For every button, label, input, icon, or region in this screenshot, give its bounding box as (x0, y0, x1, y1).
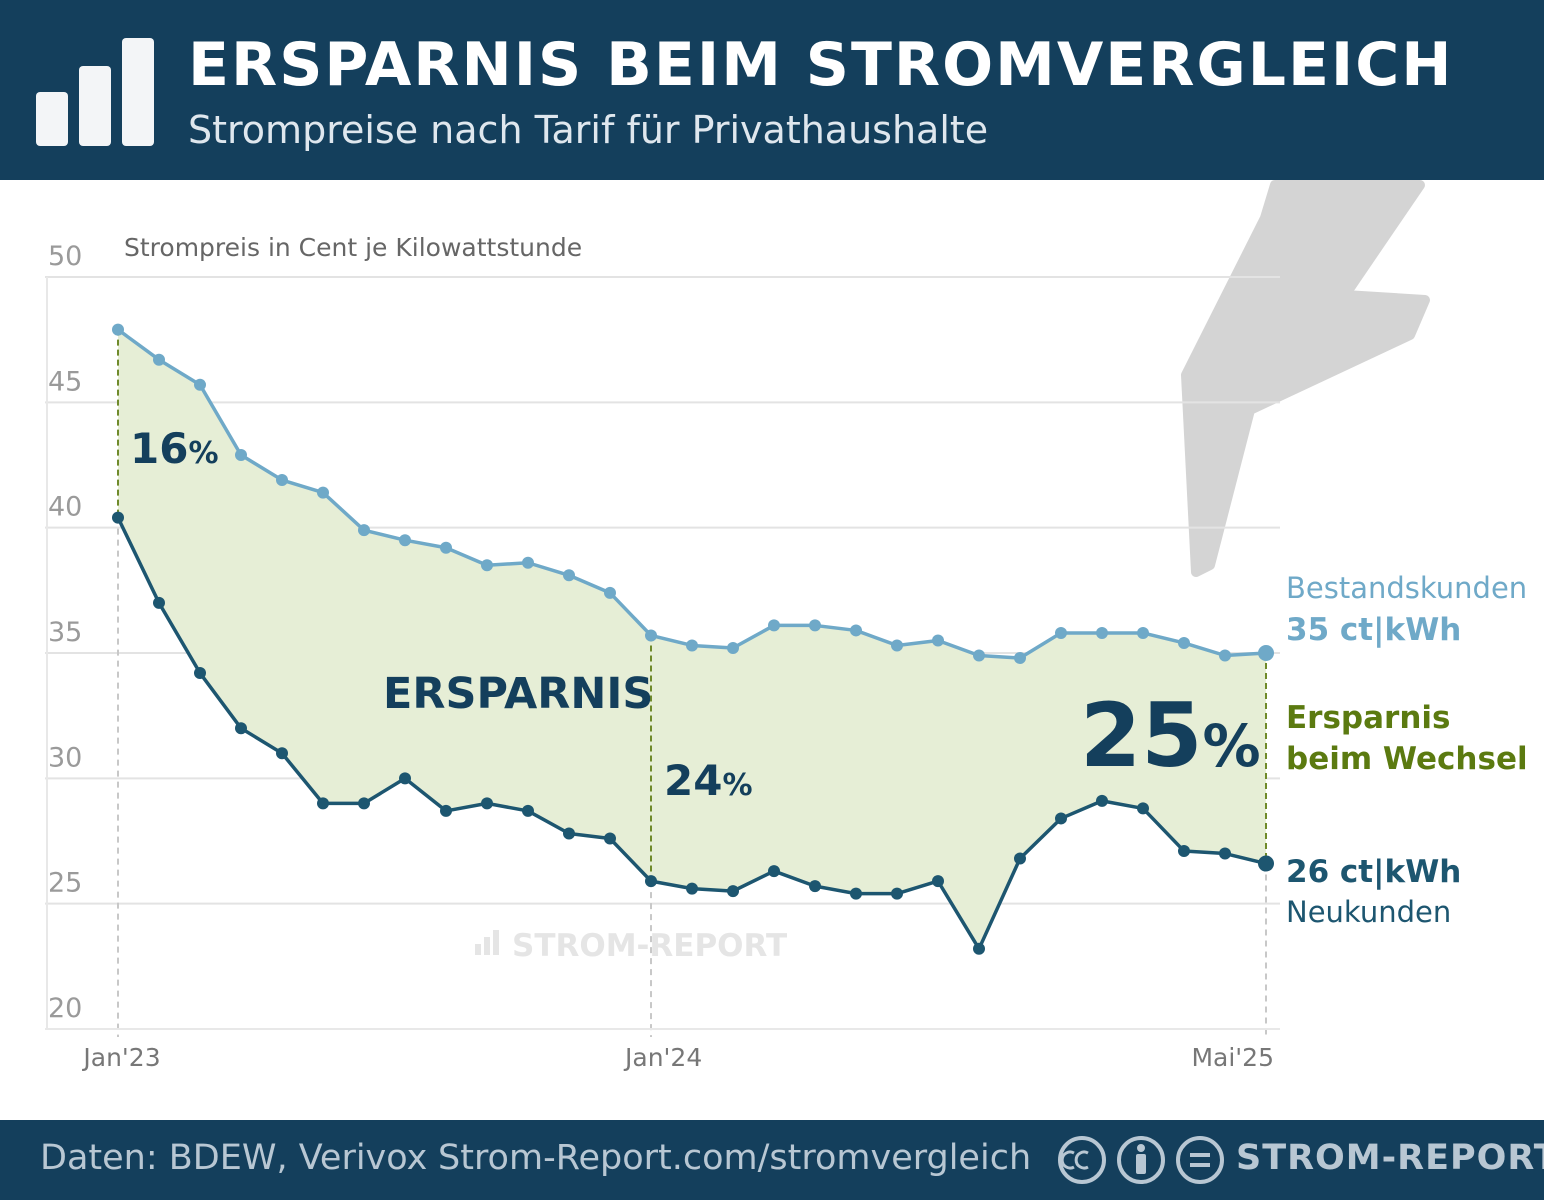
existing-data-point (317, 486, 329, 499)
y-tick-label: 40 (48, 492, 82, 523)
new-data-point (686, 882, 698, 895)
existing-customers-value: 35 ct|kWh (1286, 612, 1461, 648)
page-subtitle: Strompreise nach Tarif für Privathaushal… (188, 108, 989, 152)
existing-data-point (563, 569, 575, 582)
new-data-point (317, 797, 329, 810)
y-tick-label: 50 (48, 241, 82, 272)
new-data-point (973, 942, 985, 955)
existing-data-point (973, 649, 985, 662)
new-data-point (1055, 812, 1067, 825)
existing-data-point (399, 534, 411, 547)
area-label: ERSPARNIS (383, 669, 653, 719)
existing-customers-points (112, 323, 1274, 665)
y-tick-label: 45 (48, 366, 82, 397)
savings-text-line2: beim Wechsel (1286, 741, 1528, 777)
new-data-point (235, 722, 247, 735)
savings-end-label: 25% (1080, 684, 1261, 787)
footer-bar: Daten: BDEW, Verivox Strom-Report.com/st… (0, 1120, 1544, 1200)
existing-data-point (686, 639, 698, 652)
new-data-point (399, 772, 411, 785)
existing-data-point (1258, 645, 1274, 661)
data-source: Daten: BDEW, Verivox (40, 1138, 428, 1178)
new-data-point (440, 804, 452, 817)
savings-area (118, 329, 1266, 949)
existing-data-point (1055, 626, 1067, 639)
savings-start-label: 16% (130, 424, 219, 473)
existing-data-point (358, 524, 370, 537)
y-tick-label: 35 (48, 617, 82, 648)
new-customers-value: 26 ct|kWh (1286, 854, 1461, 890)
new-data-point (112, 511, 124, 524)
existing-data-point (809, 619, 821, 632)
existing-data-point (153, 353, 165, 366)
existing-data-point (891, 639, 903, 652)
existing-data-point (727, 641, 739, 654)
x-tick-label: Jan'24 (623, 1043, 702, 1072)
new-data-point (153, 596, 165, 609)
existing-data-point (1178, 636, 1190, 649)
new-customers-title: Neukunden (1286, 895, 1451, 929)
existing-customers-title: Bestandskunden (1286, 571, 1527, 605)
new-data-point (850, 887, 862, 900)
savings-mid-label: 24% (664, 756, 753, 805)
new-data-point (194, 667, 206, 680)
y-tick-label: 30 (48, 742, 82, 773)
new-data-point (932, 875, 944, 888)
new-data-point (1137, 802, 1149, 815)
watermark-text: STROM-REPORT (512, 928, 787, 964)
savings-text-line1: Ersparnis (1286, 700, 1450, 736)
new-data-point (563, 827, 575, 840)
price-chart: 50 45 40 35 30 25 20 Strompreis in Cent je Kil… (45, 180, 1528, 1072)
new-data-point (1096, 794, 1108, 807)
new-data-point (645, 875, 657, 888)
x-tick-label: Mai'25 (1191, 1043, 1274, 1072)
source-link[interactable]: Strom-Report.com/stromvergleich (438, 1138, 1032, 1178)
savings-markers (117, 329, 1267, 882)
bar-chart-logo-icon (36, 38, 154, 146)
new-data-point (1219, 847, 1231, 860)
watermark-icon (475, 930, 499, 955)
existing-data-point (276, 474, 288, 487)
y-axis-label: Strompreis in Cent je Kilowattstunde (124, 233, 582, 262)
new-data-point (809, 880, 821, 893)
y-tick-label: 25 (48, 868, 82, 899)
x-tick-label: Jan'23 (81, 1043, 160, 1072)
footer-brand: STROM-REPORT (1236, 1138, 1544, 1178)
page-title: ERSPARNIS BEIM STROMVERGLEICH (188, 30, 1454, 100)
new-data-point (768, 865, 780, 878)
y-axis-ticks: 50 45 40 35 30 25 20 (48, 241, 82, 1024)
existing-data-point (1137, 626, 1149, 639)
new-data-point (1258, 855, 1274, 872)
existing-data-point (440, 541, 452, 554)
existing-data-point (481, 559, 493, 572)
new-data-point (891, 887, 903, 900)
existing-data-point (1219, 649, 1231, 662)
new-data-point (604, 832, 616, 845)
new-data-point (1178, 845, 1190, 858)
existing-data-point (645, 629, 657, 642)
existing-data-point (112, 323, 124, 336)
y-tick-label: 20 (48, 993, 82, 1024)
creative-commons-icon (1058, 1136, 1224, 1184)
header-banner: ERSPARNIS BEIM STROMVERGLEICH Strompreis… (0, 0, 1544, 180)
new-data-point (522, 804, 534, 817)
existing-data-point (235, 448, 247, 461)
existing-data-point (932, 634, 944, 647)
existing-data-point (1014, 652, 1026, 665)
existing-data-point (604, 586, 616, 599)
existing-data-point (522, 556, 534, 569)
new-data-point (276, 747, 288, 760)
existing-data-point (768, 619, 780, 632)
x-axis: Jan'23 Jan'24 Mai'25 (45, 517, 1280, 1072)
new-data-point (358, 797, 370, 810)
existing-data-point (1096, 626, 1108, 639)
new-data-point (1014, 852, 1026, 865)
new-customers-points (112, 511, 1274, 955)
new-data-point (481, 797, 493, 810)
new-data-point (727, 885, 739, 898)
existing-data-point (850, 624, 862, 637)
existing-data-point (194, 378, 206, 391)
lightning-bolt-icon (1181, 180, 1430, 577)
